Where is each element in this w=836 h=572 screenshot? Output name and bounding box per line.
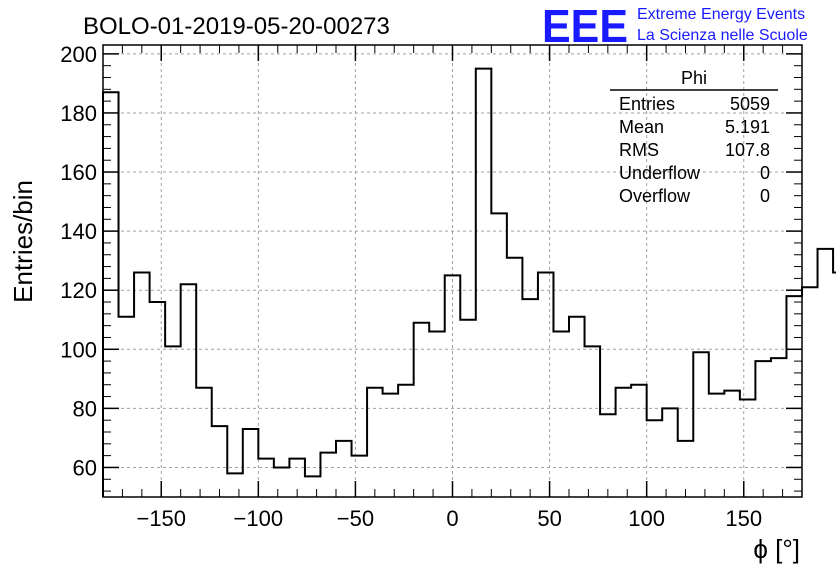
y-tick-label: 200	[60, 42, 97, 67]
chart-title: BOLO-01-2019-05-20-00273	[83, 13, 390, 40]
histogram-bin	[258, 459, 274, 497]
grid	[103, 45, 802, 497]
logo-line-1: Extreme Energy Events	[637, 6, 805, 23]
histogram-bin	[196, 388, 212, 497]
histogram-bin	[600, 414, 616, 497]
histogram-bin	[460, 320, 476, 497]
histogram-bin	[305, 476, 321, 497]
stats-row-value: 5059	[730, 94, 770, 114]
plot-frame	[102, 44, 803, 498]
y-axis-title: Entries/bin	[8, 180, 38, 303]
x-tick-label: 50	[537, 506, 561, 531]
x-axis-title: ϕ [°]	[753, 534, 800, 564]
stats-box-title: Phi	[681, 68, 707, 88]
stats-row-label: Entries	[619, 94, 675, 114]
histogram-bin	[553, 332, 569, 497]
histogram-bin	[320, 453, 336, 497]
histogram-bin	[352, 456, 368, 497]
histogram-bin	[631, 385, 647, 497]
histogram-bin	[383, 394, 399, 497]
histogram-bin	[802, 287, 818, 497]
y-tick-label: 140	[60, 219, 97, 244]
stats-row-value: 107.8	[725, 140, 770, 160]
histogram-bin	[755, 361, 771, 497]
histogram-bin	[818, 249, 834, 497]
histogram-bin	[522, 299, 538, 497]
histogram-bin	[709, 394, 725, 497]
histogram-bin	[662, 408, 678, 497]
histogram-bin	[336, 441, 352, 497]
histogram-bin	[678, 441, 694, 497]
stats-box: Phi Entries 5059 Mean 5.191 RMS 107.8 Underflo…	[610, 68, 778, 206]
histogram-bin	[647, 420, 663, 497]
logo-line-2: La Scienza nelle Scuole	[637, 27, 808, 44]
histogram-bin	[771, 358, 787, 497]
histogram-bin	[616, 388, 632, 497]
stats-row-value: 0	[760, 163, 770, 183]
histogram-bin	[693, 352, 709, 497]
stats-row-value: 5.191	[725, 117, 770, 137]
x-tick-label: 150	[725, 506, 762, 531]
histogram-bin	[181, 284, 197, 497]
eee-logo-mark: EEE	[542, 0, 628, 52]
y-axis: 60 80 100 120 140 160 180 200	[60, 42, 802, 492]
histogram-bin	[585, 346, 601, 497]
histogram-bin	[103, 92, 119, 497]
x-tick-label: −50	[337, 506, 374, 531]
histogram-bin	[367, 388, 383, 497]
histogram-bin	[119, 317, 135, 497]
x-axis: −150 −100 −50 0 50 100 150	[121, 45, 784, 531]
histogram-bin	[429, 332, 445, 497]
histogram-line	[102, 67, 836, 497]
histogram-bin	[786, 296, 802, 497]
x-tick-label: 100	[628, 506, 665, 531]
y-tick-label: 80	[73, 396, 97, 421]
y-tick-label: 60	[73, 455, 97, 480]
histogram-bin	[740, 400, 756, 497]
histogram-bin	[243, 429, 259, 497]
stats-row-label: Mean	[619, 117, 664, 137]
histogram-bin	[289, 459, 305, 497]
stats-row-value: 0	[760, 186, 770, 206]
histogram-bin	[150, 302, 166, 497]
histogram-bin	[414, 323, 430, 497]
histogram-bin	[445, 275, 461, 497]
x-tick-label: 0	[446, 506, 458, 531]
x-tick-label: −150	[136, 506, 186, 531]
histogram-bin	[476, 69, 492, 497]
x-tick-label: −100	[234, 506, 284, 531]
histogram-bin	[134, 272, 150, 497]
histogram-bin	[165, 346, 181, 497]
histogram-bin	[507, 258, 523, 497]
stats-row-label: Underflow	[619, 163, 701, 183]
stats-box-rows: Entries 5059 Mean 5.191 RMS 107.8 Underflow 0 Ov…	[619, 94, 770, 206]
y-tick-label: 120	[60, 278, 97, 303]
histogram-bin	[491, 213, 507, 497]
histogram-bin	[227, 473, 243, 497]
histogram-bin	[212, 426, 228, 497]
eee-logo: EEE Extreme Energy Events La Scienza nel…	[542, 0, 808, 52]
histogram-bin	[724, 391, 740, 497]
histogram-bin	[274, 467, 290, 497]
stats-row-label: RMS	[619, 140, 659, 160]
histogram-bin	[569, 317, 585, 497]
y-tick-label: 160	[60, 160, 97, 185]
histogram-bin	[398, 385, 414, 497]
y-tick-label: 180	[60, 101, 97, 126]
stats-row-label: Overflow	[619, 186, 691, 206]
y-tick-label: 100	[60, 337, 97, 362]
histogram-bin	[538, 272, 554, 497]
